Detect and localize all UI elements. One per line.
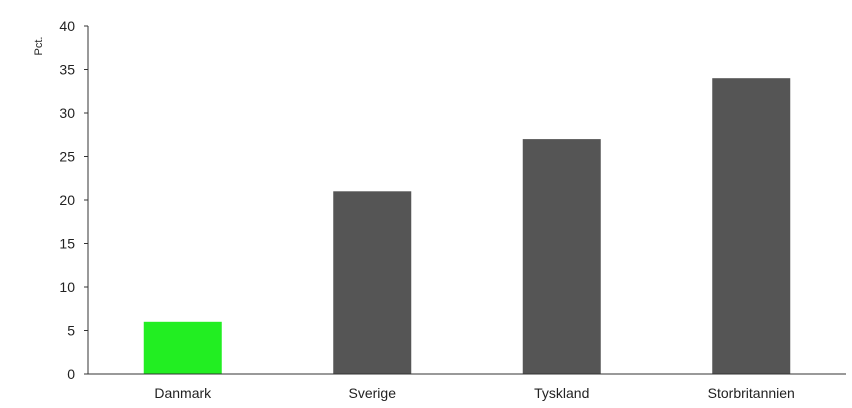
y-tick-label: 20 (59, 192, 75, 208)
bar-storbritannien (712, 78, 791, 374)
y-axis-ticks: 0 5 10 15 20 25 30 35 40 (59, 18, 88, 382)
x-tick-label: Storbritannien (708, 385, 795, 401)
x-axis-labels: Danmark Sverige Tyskland Storbritannien (154, 385, 794, 401)
y-tick-label: 30 (59, 105, 75, 121)
y-tick-label: 15 (59, 236, 75, 252)
bar-tyskland (522, 139, 601, 374)
x-tick-label: Danmark (154, 385, 212, 401)
bar-danmark (143, 321, 222, 374)
y-axis-label: Pct. (33, 37, 45, 56)
y-tick-label: 0 (67, 366, 75, 382)
bar-sverige (333, 191, 412, 374)
x-tick-label: Tyskland (534, 385, 589, 401)
y-tick-label: 10 (59, 279, 75, 295)
y-tick-label: 35 (59, 62, 75, 78)
axes (87, 26, 846, 375)
y-tick-label: 40 (59, 18, 75, 34)
x-tick-label: Sverige (349, 385, 397, 401)
y-tick-label: 5 (67, 323, 75, 339)
y-tick-label: 25 (59, 149, 75, 165)
bars (143, 78, 791, 374)
